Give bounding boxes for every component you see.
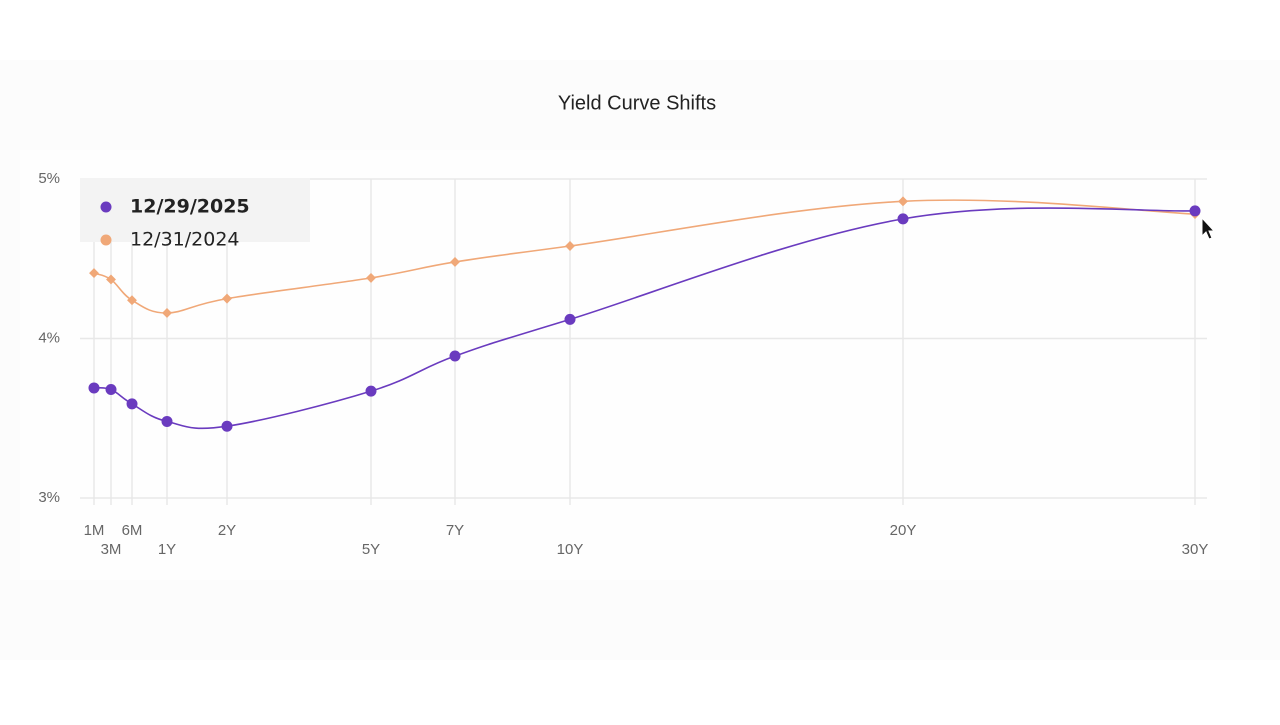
point (450, 256, 460, 267)
point (222, 293, 232, 304)
legend-marker (100, 234, 112, 246)
marks (88, 196, 1201, 432)
legend-label: 12/31/2024 (130, 229, 240, 251)
x-tick-label: 20Y (890, 522, 917, 539)
point (449, 350, 461, 362)
legend-box (80, 178, 310, 242)
legend-marker (100, 201, 112, 213)
cursor (1201, 216, 1216, 240)
point (105, 384, 117, 396)
y-tick-label: 4% (38, 329, 60, 346)
point (366, 272, 376, 283)
x-tick-label: 3M (101, 541, 122, 558)
x-tick-label: 6M (122, 522, 143, 539)
point (898, 196, 908, 207)
x-tick-label: 10Y (557, 541, 584, 558)
x-tick-label: 1M (84, 522, 105, 539)
y-tick-label: 3% (38, 489, 60, 506)
point (126, 398, 138, 410)
x-tick-label: 30Y (1182, 541, 1209, 558)
point (221, 420, 233, 432)
x-tick-label: 7Y (446, 522, 464, 539)
point (565, 241, 575, 251)
point (564, 313, 576, 325)
point (162, 308, 172, 318)
x-tick-label: 2Y (218, 522, 236, 539)
x-tick-label: 5Y (362, 541, 380, 558)
legend: 12/29/2025 12/31/2024 (100, 196, 250, 251)
point (127, 295, 137, 306)
legend-label: 12/29/2025 (130, 196, 250, 218)
point (365, 385, 377, 397)
chart-title: Yield Curve Shifts (558, 92, 716, 114)
point (897, 213, 909, 225)
y-tick-label: 5% (38, 170, 60, 187)
point (161, 415, 173, 427)
point (1189, 205, 1201, 217)
point (88, 382, 100, 394)
x-tick-label: 1Y (158, 541, 176, 558)
